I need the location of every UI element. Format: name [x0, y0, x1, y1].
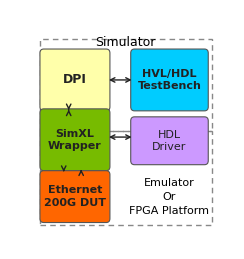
FancyBboxPatch shape [40, 171, 110, 222]
FancyBboxPatch shape [40, 49, 110, 111]
Text: Ethernet
200G DUT: Ethernet 200G DUT [44, 185, 106, 208]
Text: DPI: DPI [63, 74, 87, 87]
FancyBboxPatch shape [40, 109, 110, 171]
Text: HVL/HDL
TestBench: HVL/HDL TestBench [138, 69, 202, 91]
Bar [40, 131, 212, 225]
Text: HDL
Driver: HDL Driver [152, 130, 187, 152]
FancyBboxPatch shape [131, 49, 208, 111]
Text: SimXL
Wrapper: SimXL Wrapper [48, 128, 102, 151]
Bar [40, 39, 212, 131]
Text: Emulator
Or
FPGA Platform: Emulator Or FPGA Platform [130, 178, 210, 215]
FancyBboxPatch shape [131, 117, 208, 165]
Text: Simulator: Simulator [95, 36, 155, 49]
